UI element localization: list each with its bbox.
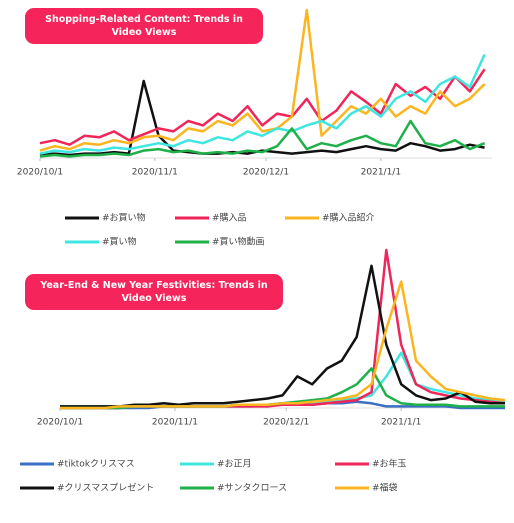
legend-label: #サンタクロース: [217, 483, 287, 494]
legend-label: #買い物: [102, 236, 137, 248]
legend-label: #購入品紹介: [322, 212, 375, 224]
series-line: [39, 79, 485, 157]
x-tick-label: 2020/12/1: [263, 418, 309, 428]
x-tick-label: 2020/12/1: [243, 168, 289, 178]
series-line: [39, 8, 486, 152]
chart-title: Shopping-Related Content: Trends in Vide…: [25, 8, 263, 44]
legend-label: #クリスマスプレゼント: [57, 482, 154, 494]
legend-label: #tiktokクリスマス: [57, 459, 135, 470]
x-tick-label: 2020/10/1: [37, 418, 83, 428]
legend-label: #購入品: [212, 212, 247, 224]
legend-label: #買い物動画: [212, 236, 265, 248]
series-line: [39, 68, 486, 146]
x-tick-label: 2020/10/1: [17, 168, 63, 178]
chart-title: Year-End & New Year Festivities: Trends …: [25, 274, 283, 310]
legend-label: #お買い物: [102, 212, 146, 224]
series-line: [39, 53, 486, 155]
x-tick-label: 2020/11/1: [152, 418, 198, 428]
x-tick-label: 2020/11/1: [132, 168, 178, 178]
x-tick-label: 2021/1/1: [381, 418, 421, 428]
series-line: [39, 119, 486, 158]
x-tick-label: 2021/1/1: [361, 168, 401, 178]
legend-label: #お年玉: [372, 458, 407, 470]
series-line: [60, 280, 506, 410]
legend-label: #お正月: [217, 459, 252, 470]
series-line: [60, 264, 505, 408]
legend-label: #福袋: [372, 482, 398, 494]
